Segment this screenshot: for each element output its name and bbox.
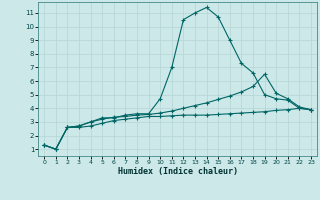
- X-axis label: Humidex (Indice chaleur): Humidex (Indice chaleur): [118, 167, 238, 176]
